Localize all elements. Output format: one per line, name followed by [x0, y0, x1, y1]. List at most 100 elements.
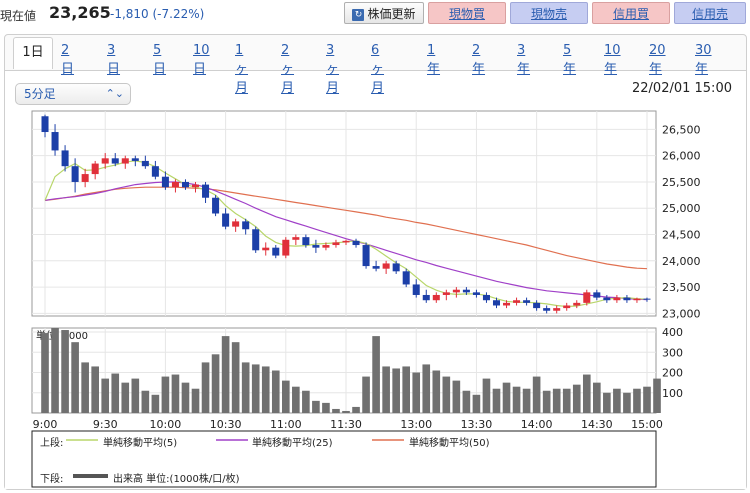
- volume-bar: [292, 386, 300, 413]
- volume-bar: [593, 382, 601, 413]
- candle-body: [101, 158, 109, 164]
- quote-bar: 現在値 23,265 -1,810 (-7.22%) ↻ 株価更新 現物買 現物売…: [0, 0, 750, 30]
- candle-body: [81, 174, 89, 182]
- candle-body: [141, 160, 149, 167]
- candle-body: [643, 298, 651, 300]
- volume-bar: [492, 388, 501, 413]
- candle-body: [573, 302, 581, 306]
- time-tick-label: 11:30: [330, 418, 362, 431]
- candle-body: [513, 300, 521, 303]
- volume-bar: [653, 378, 661, 413]
- candle-body: [543, 308, 551, 311]
- volume-bar: [542, 390, 551, 413]
- candle-body: [202, 184, 210, 198]
- candle-body: [332, 242, 340, 246]
- volume-bar: [382, 366, 390, 413]
- volume-bar: [151, 394, 160, 413]
- candle-body: [392, 263, 400, 272]
- time-tick-label: 13:30: [461, 418, 493, 431]
- tab-20year[interactable]: 20年: [649, 43, 666, 77]
- volume-bar: [472, 394, 481, 413]
- price-tick-label: 23,500: [662, 281, 701, 294]
- candle-body: [492, 300, 501, 306]
- volume-bar: [81, 362, 89, 413]
- volume-bar: [432, 370, 441, 413]
- tab-3month[interactable]: 3ヶ月: [326, 43, 340, 96]
- price-tick-label: 25,000: [662, 202, 701, 215]
- volume-tick-label: 300: [662, 346, 683, 359]
- refresh-quote-label: 株価更新: [367, 7, 416, 21]
- volume-bar: [522, 388, 531, 413]
- candle-body: [503, 302, 511, 306]
- tab-1day[interactable]: 1日: [13, 37, 53, 69]
- candle-body: [111, 158, 119, 164]
- volume-bar: [71, 342, 79, 413]
- interval-value: 5分足: [24, 87, 56, 101]
- tab-2month[interactable]: 2ヶ月: [281, 43, 295, 96]
- price-tick-label: 25,500: [662, 176, 701, 189]
- time-tick-label: 11:00: [270, 418, 302, 431]
- volume-bar: [131, 378, 140, 413]
- refresh-quote-button[interactable]: ↻ 株価更新: [344, 2, 424, 24]
- tab-2day[interactable]: 2日: [61, 43, 75, 77]
- volume-bar: [141, 390, 150, 413]
- time-tick-label: 15:00: [631, 418, 663, 431]
- candle-body: [242, 221, 250, 230]
- legend-ma5: 単純移動平均(5): [103, 438, 178, 449]
- interval-select[interactable]: 5分足 ⌃⌄: [15, 83, 131, 105]
- tab-30year[interactable]: 30年: [695, 43, 712, 77]
- margin-sell-button[interactable]: 信用売: [674, 2, 746, 24]
- tab-3day[interactable]: 3日: [107, 43, 121, 77]
- candle-body: [382, 263, 390, 269]
- tab-5year[interactable]: 5年: [563, 43, 577, 77]
- tab-1month[interactable]: 1ヶ月: [235, 43, 249, 96]
- volume-bar: [332, 408, 340, 413]
- cash-buy-button[interactable]: 現物買: [428, 2, 506, 24]
- ma25-line: [44, 181, 648, 301]
- volume-bar: [221, 336, 230, 413]
- volume-bar: [312, 400, 320, 413]
- volume-tick-label: 400: [662, 326, 683, 339]
- candle-body: [583, 292, 591, 303]
- tab-2year[interactable]: 2年: [472, 43, 486, 77]
- tab-1year[interactable]: 1年: [427, 43, 441, 77]
- legend-ma25: 単純移動平均(25): [252, 438, 333, 449]
- tab-5day[interactable]: 5日: [153, 43, 167, 77]
- cash-sell-button[interactable]: 現物売: [510, 2, 588, 24]
- candle-body: [161, 176, 169, 188]
- volume-bar: [121, 382, 130, 413]
- refresh-icon: ↻: [352, 8, 365, 21]
- candle-body: [71, 166, 79, 182]
- volume-bar: [171, 374, 180, 413]
- volume-bar: [271, 370, 280, 413]
- candle-body: [593, 292, 601, 298]
- legend-lower-label: 下段:: [40, 474, 64, 485]
- volume-bar: [442, 376, 451, 413]
- chevron-updown-icon: ⌃⌄: [105, 87, 124, 100]
- price-tick-label: 24,500: [662, 229, 701, 242]
- tab-3year[interactable]: 3年: [517, 43, 531, 77]
- volume-bar: [462, 390, 471, 413]
- tab-10day[interactable]: 10日: [193, 43, 210, 77]
- candle-body: [402, 271, 410, 285]
- candle-body: [61, 150, 69, 167]
- candle-body: [322, 245, 330, 248]
- time-tick-label: 10:00: [150, 418, 182, 431]
- price-tick-label: 23,000: [662, 307, 701, 320]
- candle-body: [212, 197, 220, 214]
- volume-bar: [261, 366, 270, 413]
- candle-body: [442, 292, 450, 295]
- volume-bar: [41, 333, 49, 413]
- volume-bar: [211, 354, 220, 413]
- volume-bar: [582, 374, 591, 413]
- time-tick-label: 9:00: [33, 418, 58, 431]
- volume-bar: [322, 402, 330, 413]
- volume-bar: [402, 366, 411, 413]
- tab-6month[interactable]: 6ヶ月: [371, 43, 385, 96]
- candle-body: [633, 298, 641, 301]
- margin-buy-button[interactable]: 信用買: [592, 2, 670, 24]
- legend-upper-label: 上段:: [40, 438, 64, 449]
- tab-10year[interactable]: 10年: [604, 43, 621, 77]
- legend-volume: 出来高 単位:(1000株/口/枚): [113, 474, 240, 485]
